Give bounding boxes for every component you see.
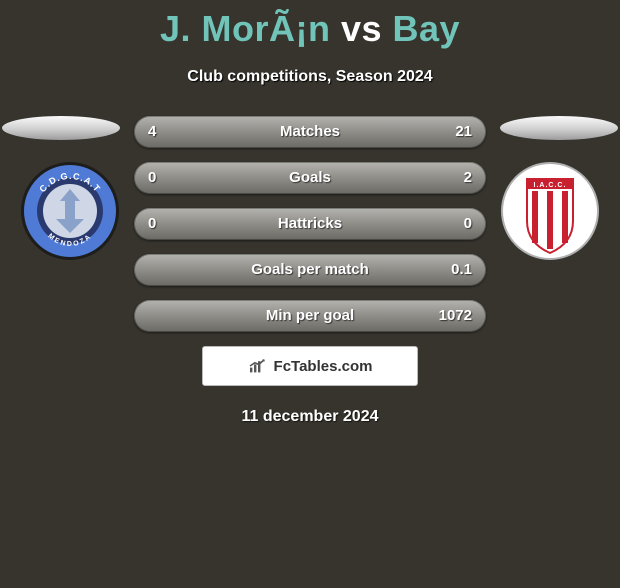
date-text: 11 december 2024: [0, 408, 620, 426]
stat-label: Matches: [134, 116, 486, 148]
stat-right-value: 1072: [439, 300, 472, 332]
stat-label: Goals per match: [134, 254, 486, 286]
branding-box: FcTables.com: [202, 346, 418, 386]
branding-text: FcTables.com: [274, 358, 373, 375]
subtitle: Club competitions, Season 2024: [0, 68, 620, 86]
stat-pill: 0 Goals 2: [134, 162, 486, 194]
stat-row: 0 Goals 2: [134, 162, 486, 194]
shield-icon: I.A.C.C.: [500, 161, 600, 261]
stat-row: Goals per match 0.1: [134, 254, 486, 286]
player2-name: Bay: [393, 8, 461, 49]
stat-row: 4 Matches 21: [134, 116, 486, 148]
vs-text: vs: [341, 8, 382, 49]
stat-label: Goals: [134, 162, 486, 194]
stat-right-value: 2: [464, 162, 472, 194]
left-ellipse: [2, 116, 120, 140]
stat-right-value: 21: [455, 116, 472, 148]
shield-icon: C.D.G.C.A.T MENDOZA: [20, 161, 120, 261]
svg-text:I.A.C.C.: I.A.C.C.: [534, 182, 567, 189]
stat-pill: Min per goal 1072: [134, 300, 486, 332]
stat-right-value: 0.1: [451, 254, 472, 286]
chart-icon: [248, 358, 268, 374]
stat-row: 0 Hattricks 0: [134, 208, 486, 240]
team-badge-left: C.D.G.C.A.T MENDOZA: [20, 161, 120, 261]
stat-pill: Goals per match 0.1: [134, 254, 486, 286]
stat-pill: 0 Hattricks 0: [134, 208, 486, 240]
stat-right-value: 0: [464, 208, 472, 240]
page-title: J. MorÃ¡n vs Bay: [0, 8, 620, 50]
player1-name: J. MorÃ¡n: [160, 8, 331, 49]
team-badge-right: I.A.C.C.: [500, 161, 600, 261]
comparison-area: C.D.G.C.A.T MENDOZA I.A.C.C. 4 Matches 2…: [0, 116, 620, 426]
stat-label: Min per goal: [134, 300, 486, 332]
stat-pill: 4 Matches 21: [134, 116, 486, 148]
right-ellipse: [500, 116, 618, 140]
stat-row: Min per goal 1072: [134, 300, 486, 332]
stat-label: Hattricks: [134, 208, 486, 240]
